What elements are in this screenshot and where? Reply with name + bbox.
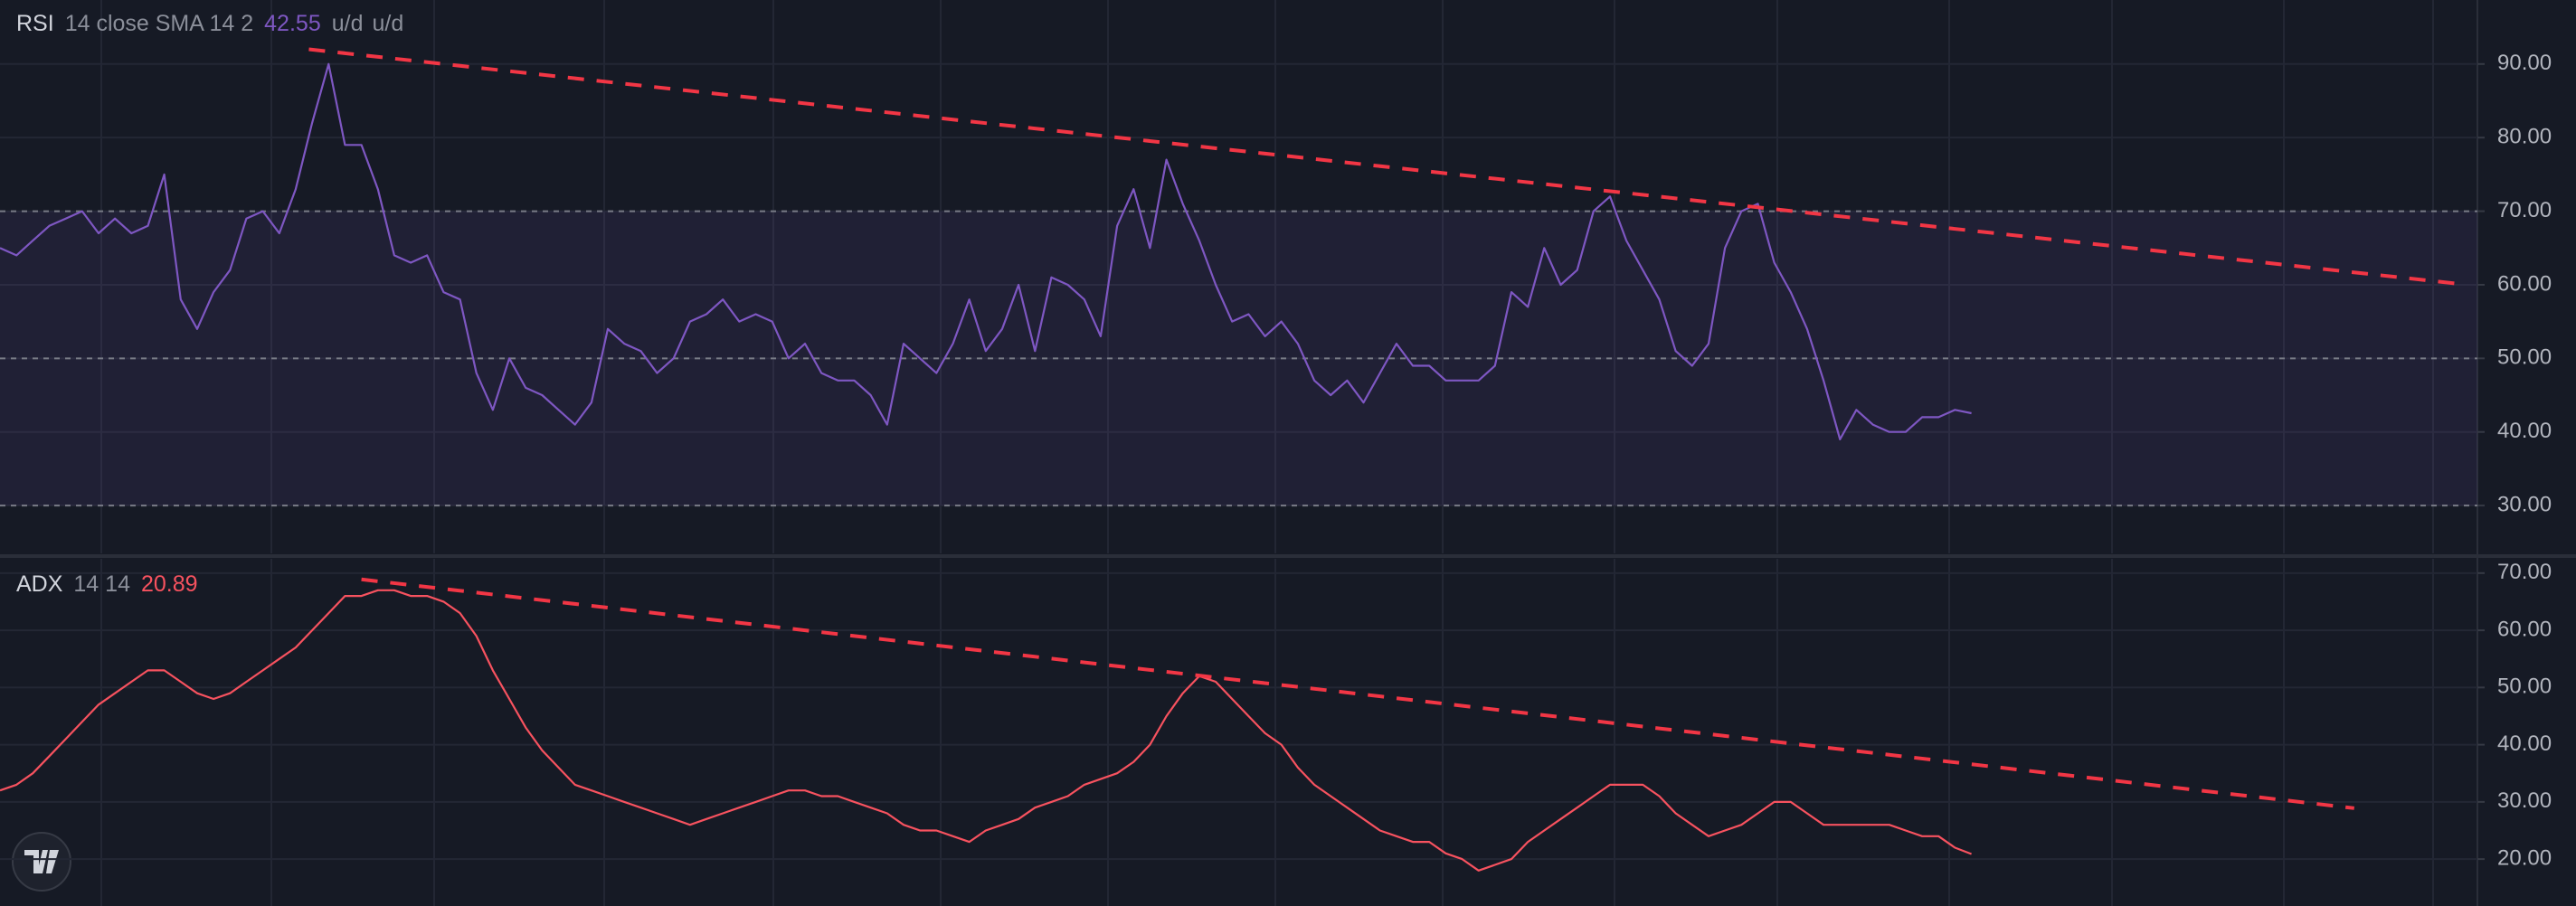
series-line (0, 62, 1972, 440)
indicator-unit: u/d (331, 11, 364, 36)
indicator-name: ADX (16, 571, 63, 597)
y-tick-label: 50.00 (2497, 675, 2552, 699)
y-tick-label: 90.00 (2497, 51, 2552, 75)
y-tick-label: 60.00 (2497, 271, 2552, 296)
indicator-value: 42.55 (264, 11, 321, 36)
y-tick-label: 70.00 (2497, 560, 2552, 584)
y-tick-label: 40.00 (2497, 419, 2552, 443)
indicator-value: 20.89 (140, 571, 198, 597)
y-tick-label: 80.00 (2497, 125, 2552, 149)
tv-logo (12, 832, 71, 892)
series-line (0, 589, 1972, 872)
trend-line (308, 47, 2462, 287)
indicator-name: RSI (16, 11, 54, 36)
rsi-legend: RSI 14 close SMA 14 2 42.55 u/d u/d (16, 11, 403, 37)
y-tick-label: 40.00 (2497, 731, 2552, 756)
adx-legend: ADX 14 14 20.89 (16, 571, 198, 598)
indicator-params: 14 close SMA 14 2 (64, 11, 254, 36)
y-tick-label: 30.00 (2497, 788, 2552, 813)
y-tick-label: 60.00 (2497, 617, 2552, 641)
y-tick-label: 20.00 (2497, 845, 2552, 870)
indicator-unit: u/d (372, 11, 404, 36)
y-tick-label: 50.00 (2497, 345, 2552, 370)
y-tick-label: 30.00 (2497, 492, 2552, 516)
trend-line (361, 577, 2355, 810)
indicator-params: 14 14 (73, 571, 130, 597)
y-tick-label: 70.00 (2497, 198, 2552, 222)
